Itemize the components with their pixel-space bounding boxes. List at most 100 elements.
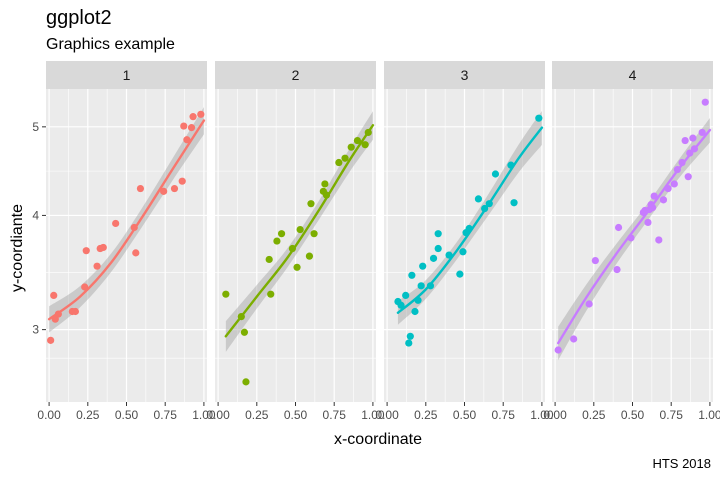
data-point	[406, 332, 414, 340]
data-point	[93, 262, 101, 270]
x-tick-label: 0.25	[582, 408, 606, 422]
data-point	[459, 248, 467, 256]
data-point	[265, 255, 273, 264]
data-point	[361, 141, 369, 149]
data-point	[510, 199, 518, 207]
data-point	[613, 265, 621, 274]
y-axis-title: y-coordiante	[9, 204, 26, 292]
data-point	[321, 180, 329, 188]
facet-strip	[46, 61, 207, 89]
data-point	[644, 218, 652, 227]
data-point	[698, 128, 706, 137]
data-point	[277, 230, 286, 238]
data-point	[659, 196, 668, 204]
data-point	[434, 230, 442, 238]
data-point	[434, 244, 442, 253]
data-point	[81, 283, 89, 291]
data-point	[347, 143, 355, 151]
data-point	[456, 270, 464, 278]
data-point	[341, 154, 349, 162]
data-point	[99, 243, 107, 252]
data-point	[170, 184, 179, 193]
data-point	[305, 252, 314, 260]
data-point	[655, 236, 663, 244]
facet-panel: 4 0.00 0.25 0.50 0.75 1.00	[543, 61, 720, 422]
y-tick-label: 3	[32, 323, 39, 337]
data-point	[681, 136, 689, 145]
x-tick-label: 0.75	[154, 408, 178, 422]
y-tick-label: 4	[32, 208, 39, 222]
data-point	[307, 200, 315, 208]
x-tick-label: 0.75	[660, 408, 684, 422]
x-tick-label: 0.50	[453, 408, 477, 422]
data-point	[591, 256, 599, 265]
data-point	[180, 122, 188, 130]
data-point	[402, 291, 410, 300]
data-point	[293, 263, 301, 271]
data-point	[197, 110, 205, 118]
data-point	[310, 230, 318, 238]
data-point	[267, 290, 275, 298]
x-tick-label: 0.00	[543, 408, 567, 422]
data-point	[187, 124, 196, 132]
data-point	[136, 184, 145, 193]
facet-panel: 1 0.00 0.25 0.50 0.75 1.00	[37, 61, 216, 422]
smooth-line	[396, 126, 544, 314]
smooth-line	[556, 128, 712, 345]
data-point	[71, 307, 80, 316]
data-point	[242, 378, 250, 386]
data-point	[189, 113, 197, 121]
data-point	[429, 254, 438, 262]
x-tick-label: 0.75	[492, 408, 516, 422]
data-point	[614, 223, 623, 232]
x-tick-label: 0.00	[206, 408, 230, 422]
data-point	[47, 336, 55, 344]
data-point	[689, 134, 697, 142]
chart-title: ggplot2	[46, 7, 112, 29]
data-point	[160, 187, 168, 195]
smooth-line	[224, 124, 375, 338]
data-point	[353, 136, 362, 145]
data-point	[405, 339, 413, 347]
facet-strip	[552, 61, 713, 89]
x-tick-label: 1.00	[361, 408, 385, 422]
data-point	[183, 136, 191, 144]
data-point	[240, 328, 249, 336]
facet-panel: 3 0.00 0.25 0.50 0.75 1.00	[375, 61, 554, 422]
data-point	[570, 335, 578, 343]
facet-strip-label: 3	[461, 67, 469, 83]
data-point	[273, 237, 281, 245]
x-tick-label: 0.25	[76, 408, 100, 422]
data-point	[296, 225, 304, 234]
x-tick-label: 0.50	[115, 408, 139, 422]
x-tick-label: 0.50	[621, 408, 645, 422]
data-point	[419, 262, 427, 270]
facet-panels: 1 0.00 0.25 0.50 0.75 1.00 2 0.00 0.25 0.50 0.75 1.…	[37, 61, 720, 422]
data-point	[650, 192, 658, 200]
data-point	[397, 301, 405, 309]
data-point	[132, 249, 140, 257]
x-tick-label: 0.00	[37, 408, 61, 422]
data-point	[335, 158, 343, 167]
data-point	[585, 300, 593, 308]
y-tick-label: 5	[32, 120, 39, 134]
data-point	[491, 170, 500, 178]
smooth-line	[47, 119, 206, 321]
x-tick-label: 1.00	[192, 408, 216, 422]
data-point	[112, 219, 120, 228]
x-tick-label: 1.00	[698, 408, 720, 422]
data-point	[701, 98, 709, 106]
data-point	[222, 290, 230, 298]
x-tick-label: 1.00	[530, 408, 554, 422]
x-axis-title: x-coordinate	[334, 431, 422, 448]
data-point	[82, 247, 90, 255]
facet-strip-label: 1	[123, 67, 131, 83]
data-point	[474, 195, 483, 203]
x-tick-label: 0.25	[245, 408, 269, 422]
confidence-band	[397, 111, 542, 325]
facet-strip	[384, 61, 545, 89]
x-tick-label: 0.75	[323, 408, 347, 422]
data-point	[554, 346, 562, 354]
x-tick-label: 0.25	[414, 408, 438, 422]
